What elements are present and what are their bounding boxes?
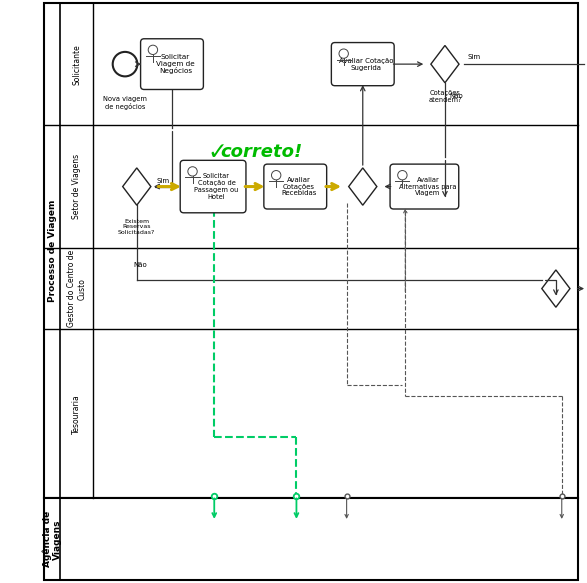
FancyBboxPatch shape [264, 164, 326, 209]
Polygon shape [542, 270, 570, 307]
Circle shape [113, 52, 137, 76]
Text: Setor de Viagens: Setor de Viagens [72, 154, 81, 219]
Text: Solicitar
Cotação de
Passagem ou
Hotel: Solicitar Cotação de Passagem ou Hotel [194, 173, 239, 200]
Text: Nova viagem
de negócios: Nova viagem de negócios [103, 96, 147, 110]
Text: Sim: Sim [157, 178, 170, 184]
Bar [44, 498, 578, 580]
Bar [44, 3, 578, 498]
Text: Existem
Reservas
Solicitadas?: Existem Reservas Solicitadas? [118, 219, 156, 235]
Text: ✓: ✓ [207, 139, 227, 164]
Text: Avaliar Cotação
Sugerida: Avaliar Cotação Sugerida [339, 58, 393, 71]
Text: Agência de
Viagens: Agência de Viagens [42, 511, 62, 567]
Text: Solicitante: Solicitante [72, 44, 81, 85]
Polygon shape [123, 168, 151, 205]
FancyBboxPatch shape [141, 38, 204, 89]
Polygon shape [431, 45, 459, 83]
Text: Processo de Viagem: Processo de Viagem [48, 199, 57, 302]
FancyBboxPatch shape [180, 160, 246, 213]
Text: Avaliar
Alternativas para
Viagem: Avaliar Alternativas para Viagem [399, 177, 457, 196]
Text: correto!: correto! [221, 143, 303, 160]
Text: Avaliar
Cotações
Recebidas: Avaliar Cotações Recebidas [281, 177, 316, 196]
Text: Tesouraria: Tesouraria [72, 394, 81, 434]
Polygon shape [349, 168, 377, 205]
Text: Solicitar
Viagem de
Negócios: Solicitar Viagem de Negócios [156, 54, 195, 75]
FancyBboxPatch shape [331, 43, 394, 86]
Text: Não: Não [134, 262, 147, 268]
Text: Gestor do Centro de
Custo: Gestor do Centro de Custo [67, 250, 86, 327]
Text: Cotações
atendem?: Cotações atendem? [428, 90, 462, 103]
FancyBboxPatch shape [390, 164, 459, 209]
Text: Sim: Sim [467, 54, 480, 60]
Text: Não: Não [450, 93, 463, 99]
